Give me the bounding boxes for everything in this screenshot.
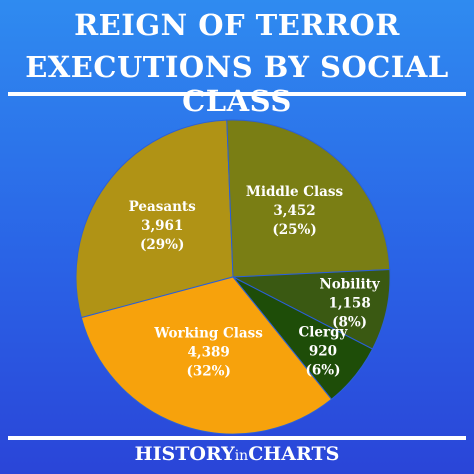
slice-percent-clergy: (6%) <box>305 362 340 378</box>
slice-percent-nobility: (8%) <box>332 314 367 330</box>
slice-label-clergy: Clergy <box>299 324 349 340</box>
slice-value-working-class: 4,389 <box>187 345 229 361</box>
slice-label-middle-class: Middle Class <box>246 184 344 200</box>
slice-percent-working-class: (32%) <box>186 364 230 380</box>
pie-slice-working-class <box>80 276 333 435</box>
footer-brand: HISTORYinCHARTS <box>0 443 474 465</box>
slice-value-nobility: 1,158 <box>328 295 370 311</box>
pie-slice-peasants <box>75 119 234 319</box>
slice-value-middle-class: 3,452 <box>273 203 315 219</box>
title-line-1: REIGN OF TERROR <box>74 8 400 42</box>
pie-slice-middle-class <box>226 119 391 278</box>
slice-label-peasants: Peasants <box>129 199 197 215</box>
slice-percent-middle-class: (25%) <box>272 222 316 238</box>
slice-label-working-class: Working Class <box>153 326 263 342</box>
slice-label-nobility: Nobility <box>319 276 380 292</box>
slice-value-clergy: 920 <box>309 343 337 359</box>
footer-in: in <box>234 448 249 464</box>
slice-percent-peasants: (29%) <box>140 237 184 253</box>
bottom-divider <box>8 436 466 440</box>
top-divider <box>8 92 466 96</box>
slice-value-peasants: 3,961 <box>141 218 183 234</box>
title-line-2: EXECUTIONS BY SOCIAL CLASS <box>25 50 449 118</box>
footer-history: HISTORY <box>134 443 235 465</box>
footer-charts: CHARTS <box>248 443 340 465</box>
